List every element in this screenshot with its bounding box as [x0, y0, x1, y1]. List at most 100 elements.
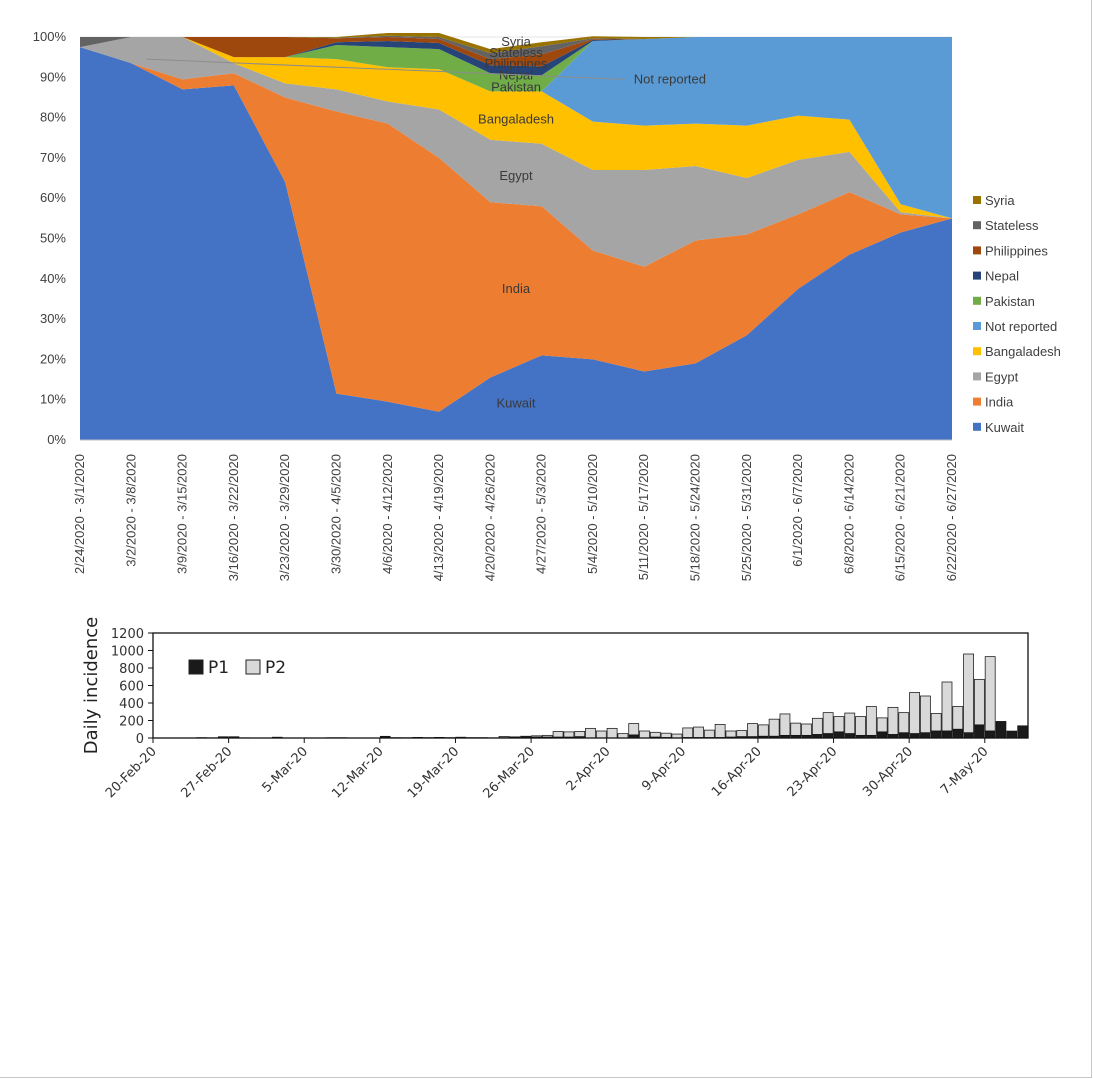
y-tick-label: 0 — [136, 732, 144, 747]
bar-p2 — [660, 732, 672, 738]
bar-p2 — [919, 695, 931, 734]
area-bangaladesh — [80, 37, 952, 219]
bar-p2 — [876, 717, 888, 733]
legend-swatch-egypt — [973, 372, 981, 381]
legend-swatch-stateless — [973, 221, 981, 230]
stacked-bars — [196, 653, 1028, 739]
bar-p2 — [887, 706, 899, 735]
y-tick-label: 200 — [119, 715, 144, 730]
x-tick-label: 4/6/2020 - 4/12/2020 — [380, 454, 395, 574]
bar-p2 — [833, 716, 845, 733]
bar-p2 — [714, 724, 726, 738]
bar-p2 — [844, 712, 856, 735]
bar-p2 — [963, 653, 974, 734]
legend-label-egypt: Egypt — [985, 369, 1019, 384]
area-labels: SyriaStatelessPhilippinesNepalPakistanNo… — [146, 34, 706, 411]
legend-swatch-syria — [973, 196, 981, 204]
bar-p2 — [909, 692, 920, 735]
x-tick-label: 2/24/2020 - 3/1/2020 — [72, 454, 87, 574]
area-nepal — [80, 37, 952, 76]
bar-p1 — [941, 730, 953, 739]
area-india — [80, 47, 952, 412]
legend-label-syria: Syria — [985, 193, 1015, 208]
bar-p1 — [844, 733, 856, 739]
legend-label-p2: P2 — [265, 658, 286, 678]
bar-p2 — [693, 726, 704, 738]
bar-p1 — [822, 733, 834, 739]
area-not-reported — [80, 37, 952, 219]
legend-label-philippines: Philippines — [985, 243, 1048, 258]
bar-p1 — [930, 730, 942, 739]
bar-p2 — [736, 730, 748, 738]
y-tick-label: 100% — [33, 29, 67, 44]
legend-swatch-philippines — [973, 246, 981, 255]
x-tick-label: 9-Apr-20 — [639, 744, 689, 794]
x-tick-label: 5/4/2020 - 5/10/2020 — [585, 454, 600, 574]
x-tick-label: 3/9/2020 - 3/15/2020 — [175, 454, 190, 574]
bar-p2 — [790, 722, 802, 736]
bar-p2 — [552, 731, 564, 738]
x-tick-label: 6/8/2020 - 6/14/2020 — [841, 454, 856, 574]
bar-p2 — [703, 729, 715, 738]
bar-p2 — [941, 681, 953, 732]
y-tick-labels: 0 200 400 600 800 1000 1200 — [111, 627, 144, 747]
area-pakistan — [80, 37, 952, 92]
x-tick-label: 5/18/2020 - 5/24/2020 — [688, 454, 703, 581]
bar-p1 — [963, 732, 974, 739]
y-tick-label: 400 — [119, 697, 144, 712]
x-tick-label: 6/22/2020 - 6/27/2020 — [944, 454, 959, 581]
bar-p2 — [984, 656, 996, 732]
x-tick-label: 3/30/2020 - 4/5/2020 — [328, 454, 343, 574]
legend-label-p1: P1 — [208, 658, 229, 678]
bar-p2 — [628, 723, 640, 736]
bar-p2 — [639, 730, 650, 739]
y-tick-label: 1000 — [111, 645, 144, 660]
legend-label-not-reported: Not reported — [985, 319, 1057, 334]
bar-p2 — [779, 713, 791, 736]
area-label-bangaladesh: Bangaladesh — [478, 112, 554, 127]
bar-p2 — [585, 727, 596, 739]
area-philippines — [80, 37, 952, 67]
bar-p2 — [606, 727, 618, 739]
bar-p1 — [1017, 725, 1028, 739]
bar-p1 — [974, 724, 985, 739]
y-tick-label: 70% — [40, 150, 66, 165]
x-tick-label: 20-Feb-20 — [103, 744, 160, 801]
area-label-india: India — [502, 281, 531, 296]
legend-label-pakistan: Pakistan — [985, 294, 1035, 309]
bar-p2 — [563, 731, 575, 738]
bar-p2 — [574, 731, 586, 738]
legend: Syria Stateless Philippines Nepal Pakistan No… — [973, 193, 1061, 435]
x-tick-label: 6/15/2020 - 6/21/2020 — [893, 454, 908, 581]
x-tick-label: 26-Mar-20 — [481, 744, 538, 801]
x-tick-label: 5/25/2020 - 5/31/2020 — [739, 454, 754, 581]
legend-swatch-p2 — [245, 659, 261, 675]
bar-p1 — [984, 730, 996, 739]
x-tick-label: 4/27/2020 - 5/3/2020 — [534, 454, 549, 574]
area-label-egypt: Egypt — [499, 168, 533, 183]
bar-p2 — [898, 712, 910, 734]
bar-p1 — [909, 733, 920, 739]
x-tick-label: 5-Mar-20 — [260, 744, 312, 796]
legend-swatch-india — [973, 397, 981, 406]
bar-p2 — [811, 717, 823, 735]
x-tick-label: 5/11/2020 - 5/17/2020 — [636, 454, 651, 580]
area-label-stateless: Stateless — [489, 45, 543, 60]
y-tick-label: 600 — [119, 680, 144, 695]
bar-p1 — [920, 732, 931, 739]
legend-swatch-p1 — [188, 659, 204, 675]
y-tick-label: 20% — [40, 351, 66, 366]
axes — [148, 632, 1029, 743]
y-tick-labels: 0% 10% 20% 30% 40% 50% 60% 70% 80% 90% 100% — [33, 29, 67, 447]
legend-label-kuwait: Kuwait — [985, 420, 1024, 435]
y-tick-label: 800 — [119, 662, 144, 677]
x-tick-label: 4/13/2020 - 4/19/2020 — [431, 454, 446, 581]
legend-swatch-pakistan — [973, 296, 981, 305]
bar-p1 — [995, 721, 1007, 739]
bar-p1 — [833, 731, 845, 739]
stacked-areas — [80, 32, 952, 440]
x-tick-label: 12-Mar-20 — [329, 744, 386, 801]
x-tick-label: 3/16/2020 - 3/22/2020 — [226, 454, 241, 581]
bar-p2 — [973, 678, 985, 726]
